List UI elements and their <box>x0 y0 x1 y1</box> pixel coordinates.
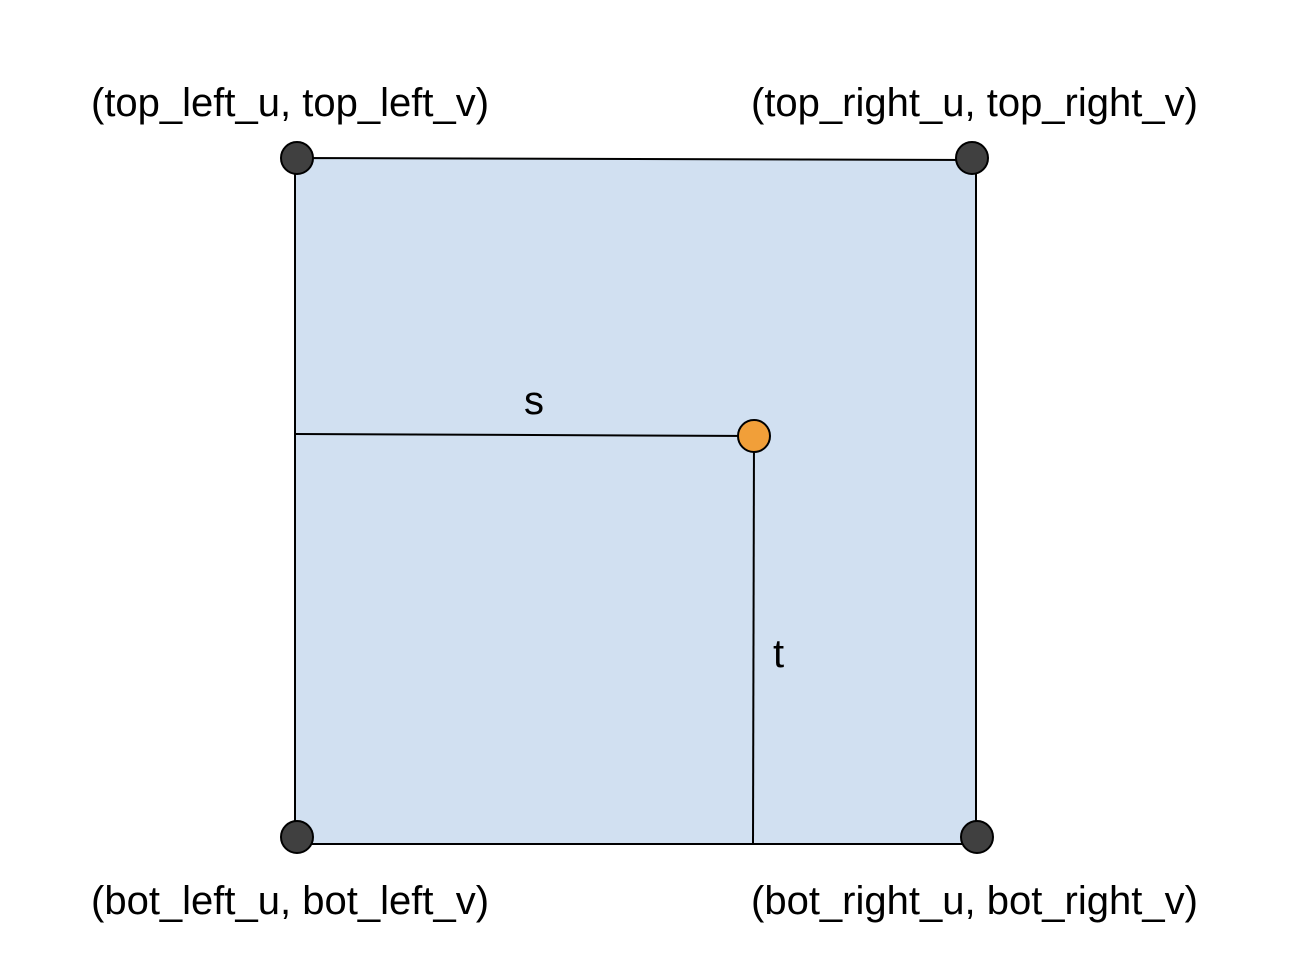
s-label: s <box>524 379 544 423</box>
top-left-label: (top_left_u, top_left_v) <box>91 81 489 125</box>
bottom-right-corner-point <box>960 820 994 854</box>
top-left-corner-point <box>280 141 314 175</box>
sample-point <box>737 419 771 453</box>
top-right-label: (top_right_u, top_right_v) <box>751 81 1198 125</box>
quad-area <box>294 156 977 845</box>
bottom-right-label: (bot_right_u, bot_right_v) <box>751 879 1198 923</box>
bottom-left-corner-point <box>280 820 314 854</box>
t-label: t <box>773 632 784 676</box>
t-distance-line <box>752 435 755 845</box>
s-distance-line <box>294 433 755 437</box>
bottom-left-label: (bot_left_u, bot_left_v) <box>91 879 489 923</box>
top-right-corner-point <box>955 141 989 175</box>
